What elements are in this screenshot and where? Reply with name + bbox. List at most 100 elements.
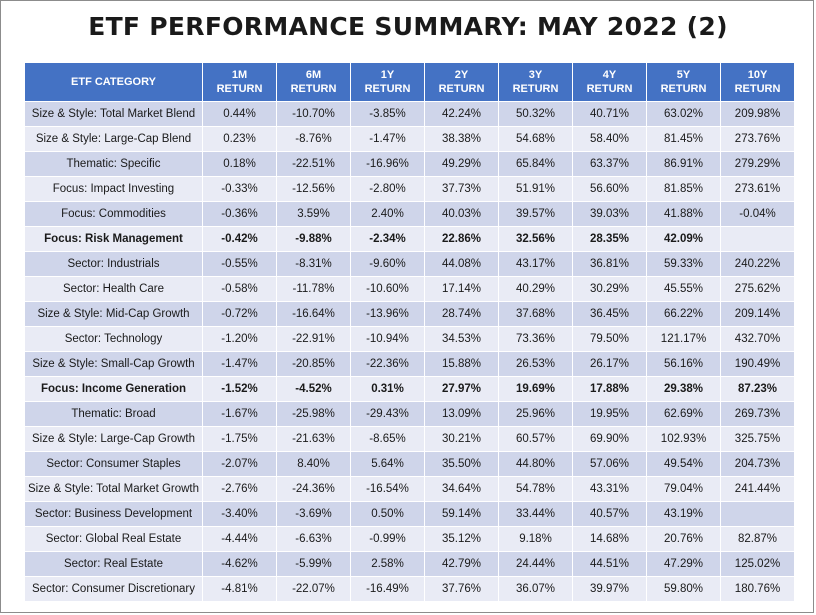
return-cell: 273.61% (720, 176, 795, 202)
return-cell: 62.69% (646, 401, 721, 427)
return-cell: 15.88% (424, 351, 499, 377)
return-cell: -5.99% (276, 551, 351, 577)
return-cell: -8.65% (350, 426, 425, 452)
return-cell: 204.73% (720, 451, 795, 477)
column-header-label: ETF CATEGORY (71, 76, 156, 88)
return-cell: -6.63% (276, 526, 351, 552)
return-cell: -3.40% (202, 501, 277, 527)
return-cell: 8.40% (276, 451, 351, 477)
return-cell: 49.29% (424, 151, 499, 177)
return-cell: 42.24% (424, 101, 499, 127)
column-header-10y-return: 10Y RETURN (720, 62, 795, 102)
etf-category-cell: Sector: Health Care (24, 276, 203, 302)
return-cell: 41.88% (646, 201, 721, 227)
return-cell: -1.47% (350, 126, 425, 152)
return-cell: 36.07% (498, 576, 573, 602)
etf-category-cell: Sector: Technology (24, 326, 203, 352)
etf-category-cell: Focus: Commodities (24, 201, 203, 227)
table-row: Size & Style: Large-Cap Growth -1.75% -21.… (24, 426, 795, 452)
return-cell: 9.18% (498, 526, 573, 552)
column-header-3y-return: 3Y RETURN (498, 62, 573, 102)
return-cell: 3.59% (276, 201, 351, 227)
return-cell: 37.73% (424, 176, 499, 202)
return-cell: -0.99% (350, 526, 425, 552)
column-header-sublabel: RETURN (438, 83, 485, 95)
return-cell: 275.62% (720, 276, 795, 302)
return-cell: -22.51% (276, 151, 351, 177)
return-cell: 34.53% (424, 326, 499, 352)
etf-category-cell: Sector: Consumer Staples (24, 451, 203, 477)
return-cell: 19.69% (498, 376, 573, 402)
column-header-label: 1M (231, 69, 248, 81)
table-row: Sector: Technology -1.20% -22.91% -10.94% 34… (24, 326, 795, 352)
return-cell: 0.50% (350, 501, 425, 527)
return-cell: 49.54% (646, 451, 721, 477)
return-cell: 81.85% (646, 176, 721, 202)
return-cell: -9.60% (350, 251, 425, 277)
etf-category-cell: Size & Style: Large-Cap Blend (24, 126, 203, 152)
table-row: Focus: Risk Management -0.42% -9.88% -2.34%… (24, 226, 795, 252)
return-cell: -8.31% (276, 251, 351, 277)
etf-category-cell: Size & Style: Mid-Cap Growth (24, 301, 203, 327)
column-header-sublabel: RETURN (586, 83, 633, 95)
return-cell: -1.52% (202, 376, 277, 402)
return-cell: -0.55% (202, 251, 277, 277)
return-cell: -2.07% (202, 451, 277, 477)
return-cell: 28.35% (572, 226, 647, 252)
page-title: ETF PERFORMANCE SUMMARY: MAY 2022 (2) (88, 12, 728, 41)
table-row: Thematic: Broad -1.67% -25.98% -29.43% 13.09… (24, 401, 795, 427)
return-cell: 279.29% (720, 151, 795, 177)
column-header-4y-return: 4Y RETURN (572, 62, 647, 102)
return-cell: 33.44% (498, 501, 573, 527)
column-header-6m-return: 6M RETURN (276, 62, 351, 102)
return-cell: -10.60% (350, 276, 425, 302)
return-cell: 5.64% (350, 451, 425, 477)
return-cell: 25.96% (498, 401, 573, 427)
return-cell: 0.18% (202, 151, 277, 177)
return-cell: -16.54% (350, 476, 425, 502)
return-cell: -10.94% (350, 326, 425, 352)
return-cell: -3.69% (276, 501, 351, 527)
column-header-label: 10Y (747, 69, 768, 81)
return-cell: 102.93% (646, 426, 721, 452)
etf-category-cell: Size & Style: Small-Cap Growth (24, 351, 203, 377)
column-header-sublabel: RETURN (290, 83, 337, 95)
return-cell: 22.86% (424, 226, 499, 252)
return-cell: 273.76% (720, 126, 795, 152)
return-cell: 36.81% (572, 251, 647, 277)
column-header-sublabel: RETURN (734, 83, 781, 95)
table-row: Sector: Consumer Staples -2.07% 8.40% 5.64%… (24, 451, 795, 477)
etf-category-cell: Focus: Income Generation (24, 376, 203, 402)
return-cell: 13.09% (424, 401, 499, 427)
etf-category-cell: Sector: Business Development (24, 501, 203, 527)
return-cell: 2.58% (350, 551, 425, 577)
etf-performance-table: ETF CATEGORY 1M RETURN 6M RETURN 1Y RETURN 2Y RE… (24, 62, 795, 602)
return-cell: 40.03% (424, 201, 499, 227)
return-cell: -0.42% (202, 226, 277, 252)
return-cell: 86.91% (646, 151, 721, 177)
return-cell: -0.58% (202, 276, 277, 302)
return-cell: 17.88% (572, 376, 647, 402)
return-cell: 26.17% (572, 351, 647, 377)
column-header-label: 4Y (602, 69, 617, 81)
return-cell: 42.09% (646, 226, 721, 252)
column-header-etf-category: ETF CATEGORY (24, 62, 203, 102)
table-header-row: ETF CATEGORY 1M RETURN 6M RETURN 1Y RETURN 2Y RE… (24, 62, 795, 102)
column-header-label: 6M (305, 69, 322, 81)
return-cell: -2.34% (350, 226, 425, 252)
return-cell: 39.03% (572, 201, 647, 227)
column-header-label: 5Y (676, 69, 691, 81)
table-row: Sector: Consumer Discretionary -4.81% -22.… (24, 576, 795, 602)
return-cell: 35.12% (424, 526, 499, 552)
return-cell: 30.21% (424, 426, 499, 452)
return-cell: 51.91% (498, 176, 573, 202)
return-cell: 180.76% (720, 576, 795, 602)
return-cell: 59.14% (424, 501, 499, 527)
return-cell: 34.64% (424, 476, 499, 502)
return-cell: -22.07% (276, 576, 351, 602)
return-cell: -2.80% (350, 176, 425, 202)
return-cell: 125.02% (720, 551, 795, 577)
return-cell: -1.20% (202, 326, 277, 352)
etf-category-cell: Thematic: Broad (24, 401, 203, 427)
return-cell: -0.33% (202, 176, 277, 202)
